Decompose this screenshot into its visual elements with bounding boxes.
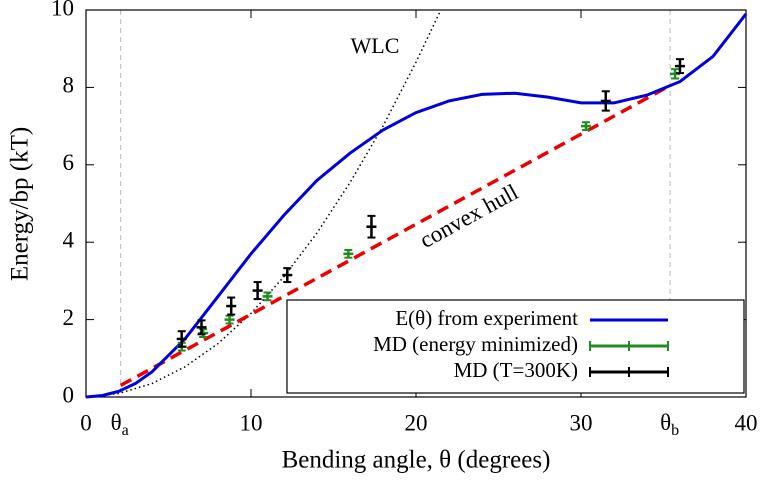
error-point: [675, 58, 685, 75]
marker-subscript: a: [122, 422, 129, 439]
error-point: [226, 296, 237, 316]
legend-label: MD (energy minimized): [373, 332, 578, 356]
error-point: [600, 90, 611, 112]
error-point: [196, 319, 207, 336]
y-tick-label: 10: [51, 0, 74, 20]
y-tick-label: 2: [63, 305, 75, 330]
error-point: [252, 281, 263, 301]
error-point: [282, 267, 293, 284]
marker-subscript: b: [671, 422, 679, 439]
convex-hull: [119, 83, 671, 387]
y-tick-label: 4: [63, 227, 75, 252]
legend-label: E(θ) from experiment: [395, 306, 578, 330]
error-point: [343, 248, 354, 259]
hull-label: convex hull: [416, 179, 523, 253]
y-tick-label: 6: [63, 150, 75, 175]
x-tick-label: 30: [570, 410, 593, 435]
experiment-curve: [85, 12, 748, 399]
error-point: [580, 121, 591, 131]
error-point: [262, 291, 273, 302]
legend-label: MD (T=300K): [454, 358, 578, 382]
x-axis-label: Bending angle, θ (degrees): [282, 447, 551, 474]
x-tick-label: 40: [735, 410, 758, 435]
error-point: [176, 330, 187, 348]
y-tick-label: 0: [63, 382, 75, 407]
x-tick-label: 10: [240, 410, 263, 435]
marker-label: θa: [111, 410, 129, 438]
y-tick-label: 8: [63, 73, 75, 98]
marker-symbol: θ: [660, 410, 671, 435]
wlc-label: WLC: [351, 33, 400, 58]
error-point: [366, 214, 377, 239]
marker-symbol: θ: [111, 410, 122, 435]
x-tick-label: 20: [405, 410, 428, 435]
x-tick-label: 0: [80, 410, 92, 435]
marker-label: θb: [660, 410, 679, 438]
error-point: [224, 314, 235, 325]
error-point: [198, 328, 209, 339]
y-axis-label: Energy/bp (kT): [7, 127, 34, 281]
